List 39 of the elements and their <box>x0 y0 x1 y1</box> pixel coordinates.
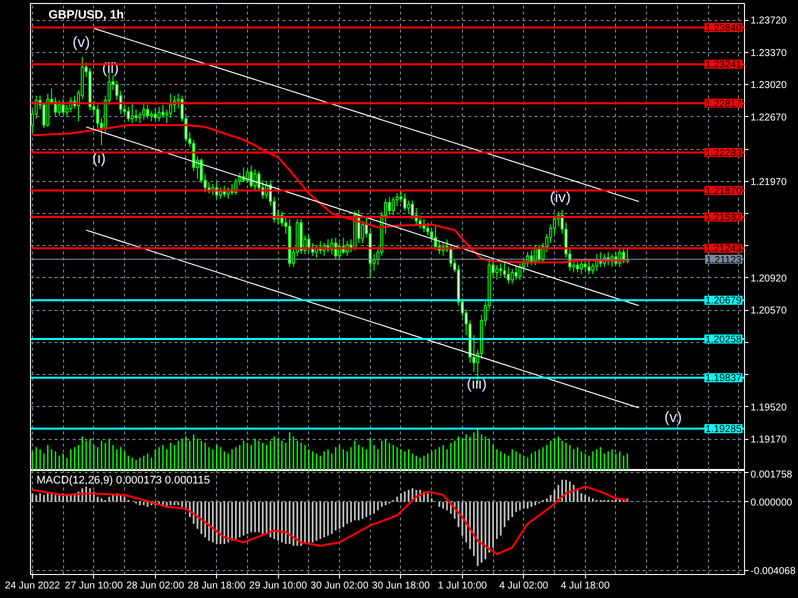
x-tick-label: 29 Jun 10:00 <box>249 580 308 592</box>
ref-line-label: 1.21123 <box>706 254 742 266</box>
annotation: (iv) <box>550 188 571 206</box>
y-tick-label: 1.20570 <box>750 306 788 317</box>
y-tick-label: 1.21970 <box>750 176 788 188</box>
annotation: (v) <box>664 409 682 426</box>
y-tick-label: 1.19170 <box>750 434 788 446</box>
ref-line-label: 1.21582 <box>705 212 742 224</box>
y-tick-label: -0.004068 <box>750 566 796 578</box>
x-tick-label: 28 Jun 18:00 <box>188 580 246 592</box>
x-tick-label: 24 Jun 2022 <box>4 580 60 592</box>
x-tick-label: 1 Jul 10:00 <box>438 580 488 592</box>
ref-line-label: 1.22283 <box>705 148 742 159</box>
ref-line-label: 1.22817 <box>705 98 742 110</box>
ref-line-label: 1.19837 <box>705 373 742 384</box>
y-tick-label: 1.20920 <box>750 273 788 284</box>
ref-line-label: 1.20258 <box>705 334 742 346</box>
ref-line-label: 1.23640 <box>705 22 742 34</box>
ref-line-label: 1.20679 <box>705 296 742 307</box>
x-tick-label: 28 Jun 02:00 <box>126 580 185 592</box>
x-tick-label: 30 Jun 02:00 <box>310 580 369 592</box>
y-tick-label: 0.000000 <box>750 497 793 508</box>
x-tick-label: 4 Jul 02:00 <box>499 580 549 592</box>
x-tick-label: 30 Jun 18:00 <box>372 580 430 592</box>
x-tick-label: 4 Jul 18:00 <box>560 580 610 592</box>
y-tick-label: 1.23370 <box>750 48 788 59</box>
y-tick-label: 1.19520 <box>750 402 788 414</box>
ref-line-label: 1.21243 <box>705 244 742 255</box>
y-tick-label: 1.23020 <box>750 80 788 92</box>
chart-title: GBP/USD, 1h <box>48 8 124 22</box>
y-tick-label: 1.23720 <box>750 16 788 27</box>
ref-line-label: 1.21870 <box>705 186 742 197</box>
annotation: (v) <box>72 34 90 52</box>
y-tick-label: 1.22670 <box>750 112 788 124</box>
chart-title: MACD(12,26,9) 0.000173 0.000115 <box>36 474 210 486</box>
x-tick-label: 27 Jun 10:00 <box>64 580 124 592</box>
ref-line-label: 1.19285 <box>705 424 742 436</box>
ref-line-label: 1.23241 <box>705 60 742 71</box>
y-tick-label: 0.001758 <box>750 470 793 480</box>
